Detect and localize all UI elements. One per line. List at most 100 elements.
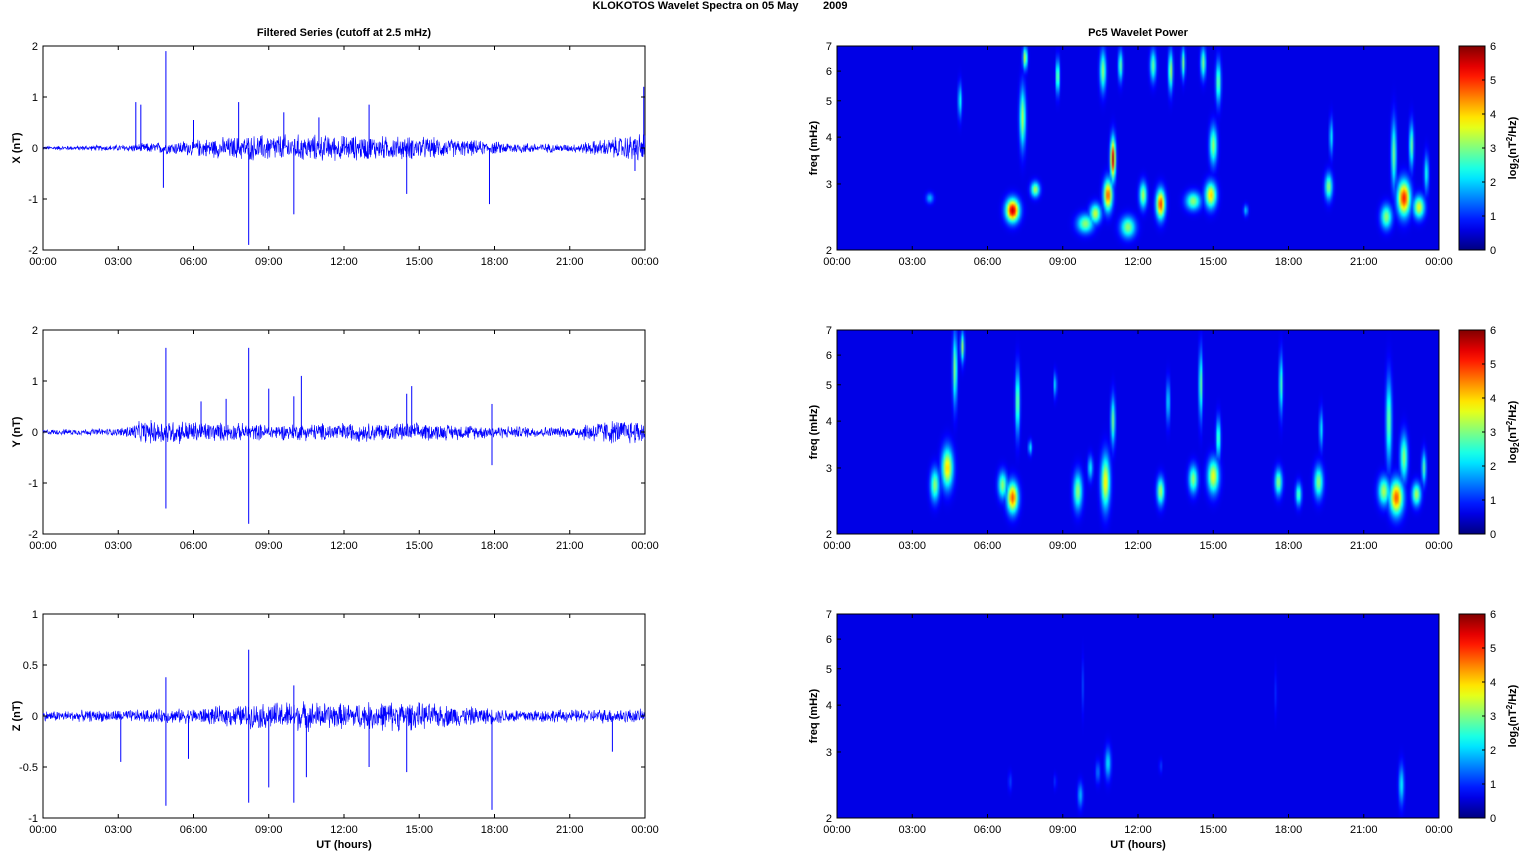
- freq-tick-label: 2: [826, 529, 832, 541]
- ytick-label: -1: [28, 194, 38, 206]
- freq-ylabel: freq (mHz): [808, 688, 820, 743]
- series-xtick-label: 00:00: [631, 540, 659, 552]
- wavelet-xtick-label: 00:00: [823, 540, 851, 552]
- series-xtick-label: 09:00: [255, 256, 283, 268]
- ytick-label: 2: [32, 41, 38, 53]
- left-xlabel: UT (hours): [316, 839, 372, 851]
- colorbar-label: log2(nT2/Hz): [1505, 684, 1521, 747]
- series-xtick-label: 12:00: [330, 256, 358, 268]
- right-column-title: Pc5 Wavelet Power: [1088, 27, 1189, 39]
- ytick-label: -0.5: [19, 762, 38, 774]
- ytick-label: 2: [32, 325, 38, 337]
- wavelet-xtick-label: 09:00: [1049, 256, 1077, 268]
- freq-ylabel: freq (mHz): [808, 404, 820, 459]
- colorbar-tick-label: 4: [1490, 109, 1496, 121]
- freq-tick-label: 2: [826, 813, 832, 825]
- wavelet-xtick-label: 12:00: [1124, 256, 1152, 268]
- colorbar-tick-label: 0: [1490, 529, 1496, 541]
- wavelet-xtick-label: 12:00: [1124, 824, 1152, 836]
- colorbar-tick-label: 6: [1490, 609, 1496, 621]
- series-xtick-label: 06:00: [180, 824, 208, 836]
- freq-tick-label: 5: [826, 96, 832, 108]
- wavelet-xtick-label: 15:00: [1199, 256, 1227, 268]
- colorbar: [1458, 613, 1486, 819]
- series-xtick-label: 15:00: [405, 540, 433, 552]
- series-xtick-label: 03:00: [104, 540, 132, 552]
- colorbar-tick-label: 3: [1490, 143, 1496, 155]
- series-xtick-label: 00:00: [29, 824, 57, 836]
- freq-tick-label: 5: [826, 380, 832, 392]
- wavelet-xtick-label: 00:00: [1425, 824, 1453, 836]
- freq-tick-label: 5: [826, 664, 832, 676]
- series-xtick-label: 00:00: [631, 824, 659, 836]
- series-xtick-label: 00:00: [29, 256, 57, 268]
- freq-tick-label: 6: [826, 634, 832, 646]
- wavelet-xtick-label: 18:00: [1275, 256, 1303, 268]
- series-xtick-label: 21:00: [556, 540, 584, 552]
- wavelet-panel-z: log2(nT2/Hz): [836, 613, 1521, 819]
- series-xtick-label: 03:00: [104, 824, 132, 836]
- colorbar-tick-label: 4: [1490, 677, 1496, 689]
- wavelet-xtick-label: 18:00: [1275, 540, 1303, 552]
- colorbar-tick-label: 1: [1490, 495, 1496, 507]
- series-panel-x: [42, 45, 646, 251]
- colorbar-tick-label: 6: [1490, 41, 1496, 53]
- freq-ylabel: freq (mHz): [808, 120, 820, 175]
- ytick-label: -2: [28, 529, 38, 541]
- freq-tick-label: 7: [826, 325, 832, 337]
- series-xtick-label: 06:00: [180, 540, 208, 552]
- freq-tick-label: 6: [826, 350, 832, 362]
- ytick-label: 1: [32, 609, 38, 621]
- colorbar-tick-label: 5: [1490, 75, 1496, 87]
- ytick-label: -2: [28, 245, 38, 257]
- colorbar-tick-label: 6: [1490, 325, 1496, 337]
- freq-tick-label: 7: [826, 609, 832, 621]
- series-xtick-label: 00:00: [29, 540, 57, 552]
- colorbar: [1458, 45, 1486, 251]
- series-ylabel: Z (nT): [11, 700, 23, 731]
- series-xtick-label: 18:00: [481, 540, 509, 552]
- freq-tick-label: 2: [826, 245, 832, 257]
- wavelet-xtick-label: 09:00: [1049, 540, 1077, 552]
- ytick-label: 1: [32, 376, 38, 388]
- freq-tick-label: 3: [826, 747, 832, 759]
- ytick-label: -1: [28, 478, 38, 490]
- colorbar-tick-label: 3: [1490, 427, 1496, 439]
- wavelet-xtick-label: 03:00: [898, 256, 926, 268]
- colorbar-tick-label: 5: [1490, 643, 1496, 655]
- wavelet-panel-y: log2(nT2/Hz): [836, 329, 1521, 535]
- wavelet-panel-x: log2(nT2/Hz): [836, 45, 1521, 251]
- ytick-label: 1: [32, 92, 38, 104]
- colorbar-tick-label: 0: [1490, 245, 1496, 257]
- colorbar-tick-label: 0: [1490, 813, 1496, 825]
- freq-tick-label: 4: [826, 132, 832, 144]
- wavelet-heatmap-x: [837, 46, 1439, 250]
- wavelet-xtick-label: 12:00: [1124, 540, 1152, 552]
- series-xtick-label: 21:00: [556, 824, 584, 836]
- wavelet-xtick-label: 15:00: [1199, 824, 1227, 836]
- colorbar-tick-label: 4: [1490, 393, 1496, 405]
- series-line-y: [42, 420, 646, 445]
- ytick-label: 0: [32, 711, 38, 723]
- colorbar-tick-label: 5: [1490, 359, 1496, 371]
- series-panel-z: [42, 613, 646, 819]
- freq-tick-label: 6: [826, 66, 832, 78]
- freq-tick-label: 4: [826, 416, 832, 428]
- series-xtick-label: 12:00: [330, 540, 358, 552]
- figure-title: KLOKOTOS Wavelet Spectra on 05 May 2009: [593, 0, 848, 12]
- series-xtick-label: 18:00: [481, 824, 509, 836]
- series-ylabel: X (nT): [11, 132, 23, 163]
- series-xtick-label: 06:00: [180, 256, 208, 268]
- series-xtick-label: 00:00: [631, 256, 659, 268]
- wavelet-xtick-label: 00:00: [1425, 540, 1453, 552]
- wavelet-xtick-label: 03:00: [898, 824, 926, 836]
- wavelet-xtick-label: 06:00: [974, 540, 1002, 552]
- wavelet-xtick-label: 09:00: [1049, 824, 1077, 836]
- wavelet-xtick-label: 21:00: [1350, 256, 1378, 268]
- wavelet-xtick-label: 21:00: [1350, 540, 1378, 552]
- wavelet-xtick-label: 00:00: [1425, 256, 1453, 268]
- colorbar-tick-label: 1: [1490, 779, 1496, 791]
- ytick-label: 0: [32, 143, 38, 155]
- wavelet-xtick-label: 06:00: [974, 824, 1002, 836]
